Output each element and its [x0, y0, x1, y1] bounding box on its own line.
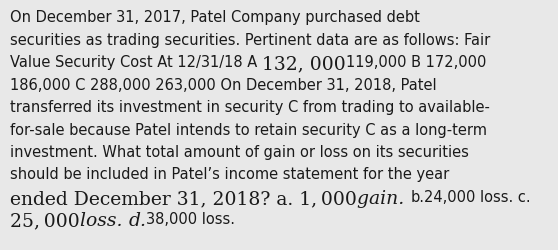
Text: b.: b.	[410, 189, 424, 204]
Text: should be included in Patel’s income statement for the year: should be included in Patel’s income sta…	[10, 167, 449, 182]
Text: securities as trading securities. Pertinent data are as follows: Fair: securities as trading securities. Pertin…	[10, 32, 490, 47]
Text: loss.: loss.	[80, 212, 128, 230]
Text: 24,000 loss. c.: 24,000 loss. c.	[424, 189, 531, 204]
Text: 38,000 loss.: 38,000 loss.	[146, 212, 235, 226]
Text: investment. What total amount of gain or loss on its securities: investment. What total amount of gain or…	[10, 144, 469, 159]
Text: Value Security Cost At 12/31/18 A: Value Security Cost At 12/31/18 A	[10, 55, 262, 70]
Text: d.: d.	[128, 212, 146, 230]
Text: transferred its investment in security C from trading to available-: transferred its investment in security C…	[10, 100, 490, 114]
Text: for-sale because Patel intends to retain security C as a long-term: for-sale because Patel intends to retain…	[10, 122, 487, 137]
Text: 186,000 C 288,000 263,000 On December 31, 2018, Patel: 186,000 C 288,000 263,000 On December 31…	[10, 77, 436, 92]
Text: 119,000 B 172,000: 119,000 B 172,000	[345, 55, 486, 70]
Text: On December 31, 2017, Patel Company purchased debt: On December 31, 2017, Patel Company purc…	[10, 10, 420, 25]
Text: 132, 000: 132, 000	[262, 55, 345, 73]
Text: ended December 31, 2018? a. 1, 000: ended December 31, 2018? a. 1, 000	[10, 189, 357, 207]
Text: 25, 000: 25, 000	[10, 212, 80, 230]
Text: gain.: gain.	[357, 189, 410, 207]
